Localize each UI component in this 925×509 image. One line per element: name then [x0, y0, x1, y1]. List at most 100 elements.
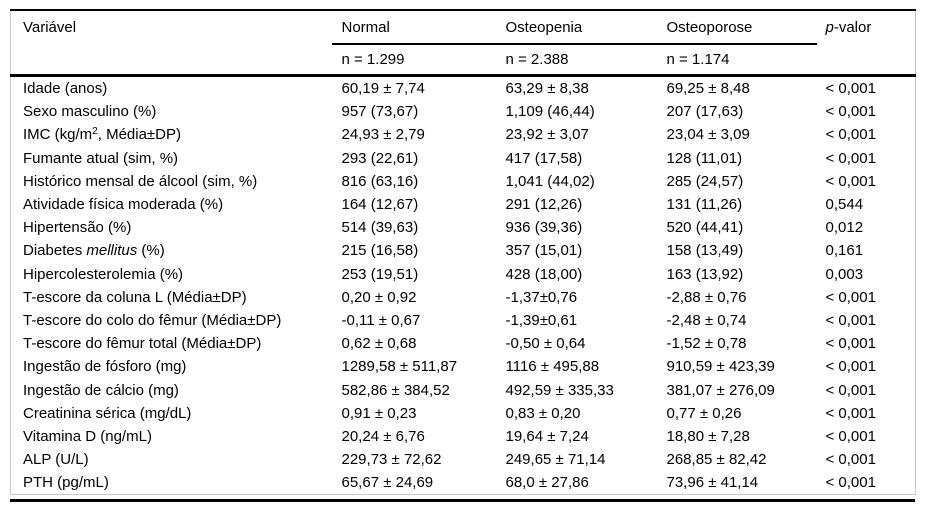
- cell-osteoporose: 163 (13,92): [666, 265, 744, 283]
- table-row: T-escore do fêmur total (Média±DP) 0,62 ±…: [11, 332, 916, 355]
- cell-normal: 0,91 ± 0,23: [341, 404, 417, 422]
- cell-variable: PTH (pg/mL): [23, 474, 109, 492]
- cell-osteoporose: 158 (13,49): [666, 242, 744, 260]
- cell-variable: ALP (U/L): [23, 451, 89, 469]
- sample-size-osteopenia: n = 2.388: [495, 44, 657, 77]
- cell-p-valor: < 0,001: [825, 80, 876, 98]
- cell-p-valor: < 0,001: [825, 381, 876, 399]
- cell-normal: 60,19 ± 7,74: [341, 80, 425, 98]
- table-row: Idade (anos) 60,19 ± 7,74 63,29 ± 8,38 69,2…: [11, 76, 916, 101]
- table-row: Diabetes mellitus (%) 215 (16,58) 357 (15,…: [11, 239, 916, 262]
- table-row: T-escore da coluna L (Média±DP) 0,20 ± 0,…: [11, 286, 916, 309]
- cell-variable: Vitamina D (ng/mL): [23, 427, 152, 445]
- cell-variable: Ingestão de cálcio (mg): [23, 381, 179, 399]
- table-row: T-escore do colo do fêmur (Média±DP) -0,1…: [11, 309, 916, 332]
- cell-normal: 0,62 ± 0,68: [341, 335, 417, 353]
- cell-osteoporose: 910,59 ± 423,39: [666, 358, 775, 376]
- cell-p-valor: < 0,001: [825, 404, 876, 422]
- cell-p-valor: < 0,001: [825, 335, 876, 353]
- cell-osteopenia: 357 (15,01): [505, 242, 583, 260]
- cell-osteoporose: 73,96 ± 41,14: [666, 474, 759, 492]
- cell-osteoporose: 69,25 ± 8,48: [666, 80, 750, 98]
- cell-variable: T-escore do fêmur total (Média±DP): [23, 335, 262, 353]
- cell-normal: 20,24 ± 6,76: [341, 427, 425, 445]
- cell-normal: 1289,58 ± 511,87: [341, 358, 458, 376]
- cell-osteoporose: 0,77 ± 0,26: [666, 404, 742, 422]
- cell-osteoporose: -2,48 ± 0,74: [666, 311, 747, 329]
- cell-osteoporose: 18,80 ± 7,28: [666, 427, 750, 445]
- table-header: Variável Normal Osteopenia Osteoporose p…: [10, 10, 916, 77]
- cell-p-valor: < 0,001: [825, 474, 876, 492]
- cell-normal: 957 (73,67): [341, 103, 419, 121]
- cell-osteoporose: -1,52 ± 0,78: [666, 335, 747, 353]
- cell-normal: 65,67 ± 24,69: [341, 474, 434, 492]
- table-row: Vitamina D (ng/mL) 20,24 ± 6,76 19,64 ± 7,…: [11, 425, 916, 448]
- cell-normal: 253 (19,51): [341, 265, 419, 283]
- cell-variable: Creatinina sérica (mg/dL): [23, 404, 192, 422]
- cell-p-valor: 0,544: [825, 196, 864, 214]
- cell-p-valor: < 0,001: [825, 311, 876, 329]
- cell-normal: 582,86 ± 384,52: [341, 381, 450, 399]
- cell-normal: 816 (63,16): [341, 172, 419, 190]
- cell-p-valor: < 0,001: [825, 358, 876, 376]
- cell-normal: -0,11 ± 0,67: [341, 311, 421, 329]
- cell-variable: Fumante atual (sim, %): [23, 149, 179, 167]
- cell-osteopenia: -1,39±0,61: [505, 311, 578, 329]
- cell-normal: 293 (22,61): [341, 149, 419, 167]
- cell-osteoporose: 128 (11,01): [666, 149, 743, 167]
- table-row: PTH (pg/mL) 65,67 ± 24,69 68,0 ± 27,86 73,9…: [11, 471, 916, 495]
- cell-osteopenia: 1116 ± 495,88: [505, 358, 600, 376]
- table-row: Fumante atual (sim, %) 293 (22,61) 417 (17…: [11, 147, 916, 170]
- cell-normal: 24,93 ± 2,79: [341, 126, 425, 144]
- column-header-p-valor: p-valor: [825, 19, 872, 36]
- table-row: Ingestão de cálcio (mg) 582,86 ± 384,52 49…: [11, 378, 916, 401]
- cell-p-valor: 0,161: [825, 242, 864, 260]
- cell-osteoporose: 207 (17,63): [666, 103, 744, 121]
- cell-osteopenia: 63,29 ± 8,38: [505, 80, 589, 98]
- table-row: Atividade física moderada (%) 164 (12,67)…: [11, 193, 916, 216]
- cell-osteopenia: 0,83 ± 0,20: [505, 404, 581, 422]
- table-row: ALP (U/L) 229,73 ± 72,62 249,65 ± 71,14 268…: [11, 448, 916, 471]
- sample-size-row: n = 1.299 n = 2.388 n = 1.174: [10, 44, 916, 77]
- cell-osteopenia: 23,92 ± 3,07: [505, 126, 589, 144]
- cell-p-valor: 0,012: [825, 219, 864, 237]
- table-row: Hipertensão (%) 514 (39,63) 936 (39,36) 520…: [11, 216, 916, 239]
- table-row: Creatinina sérica (mg/dL) 0,91 ± 0,23 0,83…: [11, 402, 916, 425]
- cell-osteopenia: -0,50 ± 0,64: [505, 335, 586, 353]
- cell-variable: IMC (kg/m2, Média±DP): [23, 126, 181, 144]
- column-header-osteoporose: Osteoporose: [656, 10, 817, 45]
- cell-p-valor: < 0,001: [825, 149, 876, 167]
- cell-variable: Sexo masculino (%): [23, 103, 157, 121]
- cell-variable: Hipertensão (%): [23, 219, 132, 237]
- cell-normal: 215 (16,58): [341, 242, 419, 260]
- cell-osteoporose: 268,85 ± 82,42: [666, 451, 767, 469]
- sample-size-p: [816, 44, 916, 77]
- cell-normal: 514 (39,63): [341, 219, 419, 237]
- table-container: Variável Normal Osteopenia Osteoporose p…: [10, 9, 916, 503]
- cell-p-valor: < 0,001: [825, 288, 876, 306]
- sample-size-empty: [10, 44, 332, 77]
- column-header-variavel: Variável: [23, 19, 77, 36]
- cell-osteopenia: 249,65 ± 71,14: [505, 451, 606, 469]
- cell-osteopenia: 291 (12,26): [505, 196, 583, 214]
- cell-osteopenia: 428 (18,00): [505, 265, 583, 283]
- cell-osteoporose: 131 (11,26): [666, 196, 743, 214]
- cell-osteopenia: 417 (17,58): [505, 149, 583, 167]
- cell-osteopenia: 492,59 ± 335,33: [505, 381, 614, 399]
- cell-osteopenia: 1,041 (44,02): [505, 172, 595, 190]
- table-row: Sexo masculino (%) 957 (73,67) 1,109 (46,4…: [11, 100, 916, 123]
- cell-osteopenia: 936 (39,36): [505, 219, 583, 237]
- table-row: Histórico mensal de álcool (sim, %) 816 (…: [11, 170, 916, 193]
- cell-osteopenia: -1,37±0,76: [505, 288, 578, 306]
- table-row: IMC (kg/m2, Média±DP) 24,93 ± 2,79 23,92 ±…: [11, 123, 916, 146]
- cell-variable: T-escore da coluna L (Média±DP): [23, 288, 247, 306]
- cell-variable: Histórico mensal de álcool (sim, %): [23, 172, 258, 190]
- cell-p-valor: < 0,001: [825, 451, 876, 469]
- cell-variable: Ingestão de fósforo (mg): [23, 358, 187, 376]
- table-row: Hipercolesterolemia (%) 253 (19,51) 428 (1…: [11, 263, 916, 286]
- column-header-osteopenia: Osteopenia: [495, 10, 657, 45]
- cell-normal: 164 (12,67): [341, 196, 419, 214]
- cell-variable: Idade (anos): [23, 80, 108, 98]
- cell-osteoporose: -2,88 ± 0,76: [666, 288, 747, 306]
